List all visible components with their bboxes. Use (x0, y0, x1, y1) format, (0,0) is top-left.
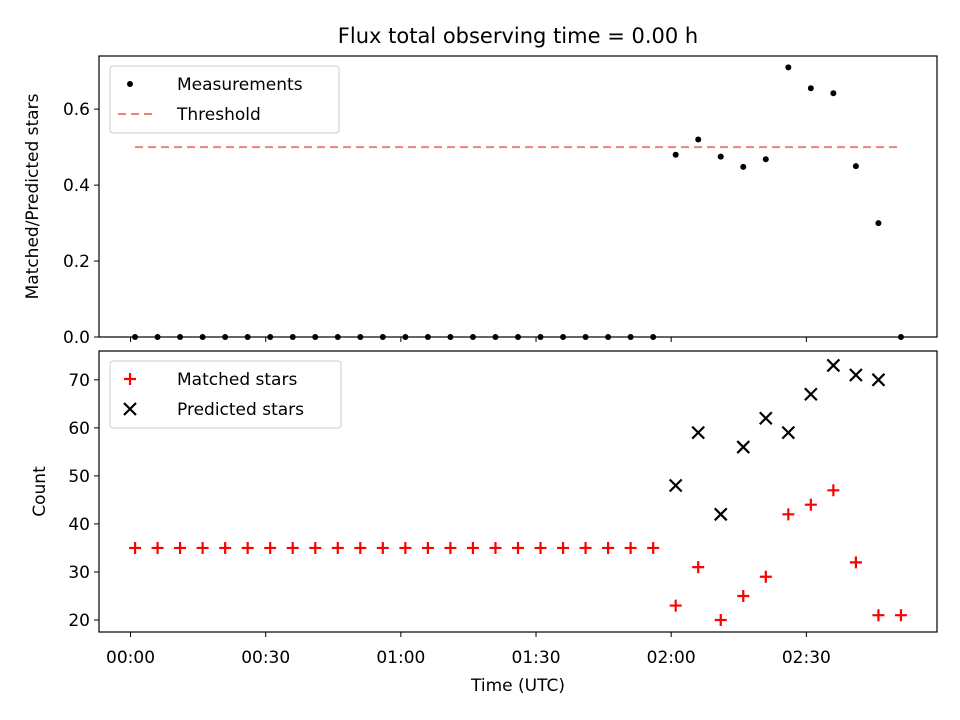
matched-stars-point (579, 541, 592, 554)
predicted-stars-point (804, 387, 818, 402)
matched-stars-point (782, 508, 795, 521)
matched-stars-point (557, 541, 570, 554)
y-tick-label: 60 (68, 419, 90, 439)
matched-stars-point (309, 541, 322, 554)
matched-stars-point (624, 541, 637, 554)
matched-stars-point (264, 541, 277, 554)
predicted-stars-point (849, 368, 863, 382)
y-tick-label: 30 (68, 563, 90, 583)
matched-stars-point (872, 609, 885, 622)
top-panel: 0.0 0.2 0.4 0.6 Matched/Predicted stars Measu… (23, 55, 938, 348)
matched-stars-point (444, 541, 457, 554)
predicted-stars-point (713, 507, 728, 522)
matched-stars-point (399, 541, 412, 554)
matched-stars-point (759, 570, 772, 583)
legend-label: Threshold (176, 105, 261, 125)
matched-stars-point (331, 541, 344, 554)
predicted-stars-point (668, 478, 683, 493)
matched-stars-point (849, 556, 862, 569)
matched-stars-point (196, 541, 209, 554)
chart-title: Flux total observing time = 0.00 h (338, 24, 698, 48)
matched-stars-point (174, 541, 187, 554)
y-tick-label: 20 (68, 611, 90, 631)
y-tick-label: 0.0 (63, 328, 90, 348)
measurement-point (830, 90, 837, 97)
matched-stars-point (714, 613, 727, 626)
x-tick-label: 02:00 (647, 648, 696, 668)
matched-stars-point (827, 484, 840, 497)
matched-stars-point (804, 498, 817, 511)
x-tick-label: 01:30 (512, 648, 561, 668)
matched-stars-point (489, 541, 502, 554)
legend: Measurements Threshold (109, 65, 340, 134)
predicted-stars-point (736, 440, 751, 454)
matched-stars-point (354, 541, 367, 554)
x-tick-label: 02:30 (782, 648, 831, 668)
y-axis-label: Matched/Predicted stars (23, 93, 43, 299)
y-tick-label: 0.6 (63, 100, 90, 120)
legend: Matched stars Predicted stars (109, 360, 342, 429)
legend-label: Matched stars (177, 370, 297, 390)
measurement-point (717, 153, 724, 160)
matched-stars-point (466, 541, 479, 554)
matched-stars-point (151, 541, 164, 554)
x-tick-label: 01:00 (376, 648, 425, 668)
legend-label: Predicted stars (177, 400, 304, 420)
matched-stars-point (692, 561, 705, 574)
matched-stars-point (737, 589, 750, 602)
plot-frame (98, 350, 938, 633)
y-tick-label: 70 (68, 371, 90, 391)
bottom-panel: 20 30 40 50 60 70 00:00 00:30 01:00 01:30 02:00 02:… (30, 350, 938, 668)
matched-stars-point (421, 541, 434, 554)
predicted-stars-point (759, 411, 773, 426)
legend-box (109, 65, 340, 134)
legend-matched-swatch (124, 373, 136, 385)
y-tick-label: 50 (68, 467, 90, 487)
measurement-point (672, 151, 679, 158)
measurement-point (762, 156, 769, 163)
y-tick-label: 0.4 (63, 176, 90, 196)
y-tick-label: 40 (68, 515, 90, 535)
matched-stars-point (894, 609, 907, 622)
matched-stars-point (602, 541, 615, 554)
predicted-stars-point (691, 425, 705, 440)
legend-predicted-swatch (123, 402, 137, 416)
measurement-point (875, 220, 882, 227)
y-tick-label: 0.2 (63, 252, 90, 272)
x-tick-label: 00:00 (106, 648, 155, 668)
measurement-point (740, 163, 747, 170)
predicted-stars-point (781, 425, 796, 440)
matched-stars-point (534, 541, 547, 554)
matched-stars-point (219, 541, 232, 554)
legend-label: Measurements (177, 75, 303, 95)
measurement-point (695, 136, 702, 143)
matched-stars-point (129, 541, 142, 554)
matched-stars-point (647, 541, 660, 554)
y-axis-label: Count (30, 466, 50, 517)
x-tick-label: 00:30 (241, 648, 290, 668)
measurement-point (807, 85, 814, 92)
legend-measurements-swatch (127, 81, 133, 87)
measurement-point (852, 163, 859, 170)
legend-box (109, 360, 342, 429)
measurement-point (785, 64, 792, 71)
plot-frame (98, 55, 938, 338)
matched-stars-point (512, 541, 524, 554)
x-axis-label: Time (UTC) (470, 676, 565, 696)
matched-stars-point (376, 541, 389, 554)
matched-stars-point (286, 541, 299, 554)
matched-stars-point (241, 541, 254, 554)
matched-stars-point (669, 599, 682, 612)
predicted-stars-point (826, 358, 841, 373)
predicted-stars-point (871, 373, 886, 387)
